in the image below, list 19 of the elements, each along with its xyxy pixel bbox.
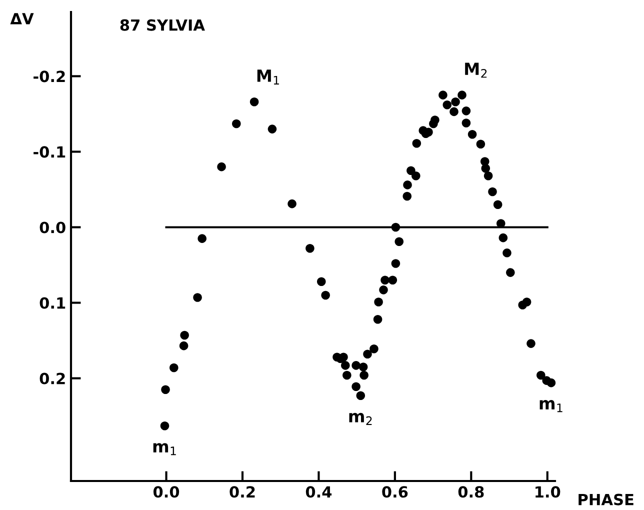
x-tick-label: 0.4 xyxy=(306,486,332,498)
y-axis-title: ΔV xyxy=(10,13,34,24)
annotation: M$_{1}$ xyxy=(257,70,279,84)
annotation: m$_{1}$ xyxy=(153,443,176,456)
y-tick-label: -0.1 xyxy=(34,146,66,158)
annotation: m$_{1}$ xyxy=(540,400,562,412)
y-tick-label: 0.2 xyxy=(40,372,65,384)
x-tick-label: 0.8 xyxy=(458,486,484,498)
y-tick-label: -0.2 xyxy=(34,70,65,82)
x-axis-title: PHASE xyxy=(578,494,634,506)
annotation: m$_{2}$ xyxy=(349,412,372,425)
y-tick-label: 0.0 xyxy=(40,222,66,234)
chart-title: 87 SYLVIA xyxy=(120,19,205,31)
x-tick-label: 0.2 xyxy=(230,486,255,498)
x-tick-label: 0.0 xyxy=(153,486,180,498)
y-tick-label: 0.1 xyxy=(40,297,66,309)
x-tick-label: 0.6 xyxy=(382,486,408,498)
annotation: M$_{2}$ xyxy=(465,62,487,78)
x-tick-label: 1.0 xyxy=(536,486,560,498)
